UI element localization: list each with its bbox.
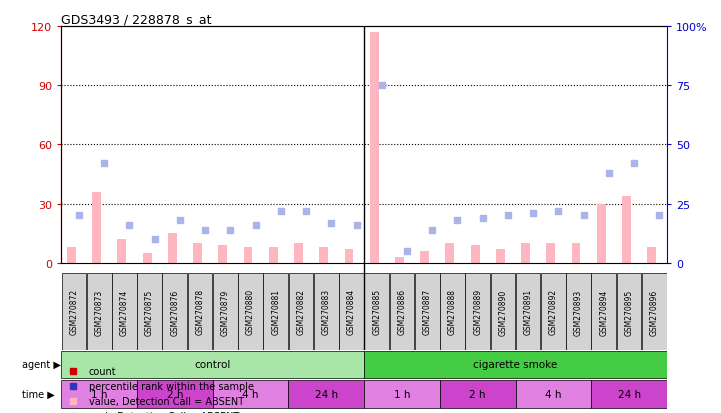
Text: 2 h: 2 h [469,389,486,399]
Text: 1 h: 1 h [91,389,107,399]
Text: GSM270882: GSM270882 [296,289,306,335]
Text: GSM270874: GSM270874 [120,289,129,335]
FancyBboxPatch shape [364,273,389,350]
FancyBboxPatch shape [516,273,541,350]
Text: GSM270896: GSM270896 [650,289,659,335]
Text: GSM270884: GSM270884 [347,289,356,335]
Text: GSM270889: GSM270889 [473,289,482,335]
FancyBboxPatch shape [440,273,465,350]
Bar [420,252,429,263]
FancyBboxPatch shape [213,380,288,408]
Bar [647,247,656,263]
Bar [218,245,227,263]
Text: 4 h: 4 h [242,389,259,399]
FancyBboxPatch shape [516,380,591,408]
Bar [67,247,76,263]
FancyBboxPatch shape [288,273,314,350]
Bar [597,204,606,263]
FancyBboxPatch shape [566,273,591,350]
Text: control: control [195,360,231,370]
Bar [547,243,555,263]
Bar [143,253,151,263]
Text: GSM270893: GSM270893 [574,289,583,335]
FancyBboxPatch shape [591,380,667,408]
Text: GSM270891: GSM270891 [523,289,533,335]
Text: agent ▶: agent ▶ [22,360,61,370]
Bar [193,243,202,263]
FancyBboxPatch shape [541,273,566,350]
FancyBboxPatch shape [364,351,667,378]
Text: 24 h: 24 h [314,389,338,399]
FancyBboxPatch shape [263,273,288,350]
FancyBboxPatch shape [87,273,112,350]
FancyBboxPatch shape [389,273,415,350]
Text: 4 h: 4 h [545,389,562,399]
FancyBboxPatch shape [137,380,213,408]
FancyBboxPatch shape [162,273,187,350]
Text: GSM270885: GSM270885 [372,289,381,335]
Bar [622,196,631,263]
Text: GSM270873: GSM270873 [94,289,104,335]
FancyBboxPatch shape [465,273,490,350]
Bar [92,192,101,263]
Text: GSM270887: GSM270887 [423,289,432,335]
FancyBboxPatch shape [314,273,339,350]
Text: cigarette smoke: cigarette smoke [474,360,557,370]
Bar [269,247,278,263]
FancyBboxPatch shape [61,380,137,408]
Bar [118,240,126,263]
FancyBboxPatch shape [187,273,213,350]
Bar [370,33,379,263]
Text: GSM270890: GSM270890 [498,289,508,335]
FancyBboxPatch shape [642,273,667,350]
FancyBboxPatch shape [415,273,440,350]
Text: rank, Detection Call = ABSENT: rank, Detection Call = ABSENT [89,411,239,413]
Text: GSM270875: GSM270875 [145,289,154,335]
FancyBboxPatch shape [591,273,616,350]
Text: 24 h: 24 h [617,389,641,399]
FancyBboxPatch shape [112,273,137,350]
Bar [572,243,580,263]
Bar [471,245,479,263]
Bar [244,247,252,263]
FancyBboxPatch shape [440,380,516,408]
Text: GSM270895: GSM270895 [624,289,634,335]
Text: GSM270886: GSM270886 [397,289,407,335]
Text: GDS3493 / 228878_s_at: GDS3493 / 228878_s_at [61,13,212,26]
Text: GSM270881: GSM270881 [271,289,280,335]
Text: GSM270878: GSM270878 [195,289,205,335]
Bar [496,249,505,263]
FancyBboxPatch shape [238,273,263,350]
Text: GSM270876: GSM270876 [170,289,180,335]
FancyBboxPatch shape [61,273,87,350]
Text: GSM270883: GSM270883 [322,289,331,335]
Text: GSM270892: GSM270892 [549,289,558,335]
Text: GSM270894: GSM270894 [599,289,609,335]
Bar [319,247,328,263]
Text: percentile rank within the sample: percentile rank within the sample [89,381,254,391]
Text: time ▶: time ▶ [22,389,55,399]
FancyBboxPatch shape [137,273,162,350]
Bar [446,243,454,263]
FancyBboxPatch shape [339,273,364,350]
FancyBboxPatch shape [490,273,516,350]
Bar [294,243,303,263]
Text: GSM270879: GSM270879 [221,289,230,335]
Bar [345,249,353,263]
FancyBboxPatch shape [213,273,238,350]
FancyBboxPatch shape [364,380,440,408]
Text: GSM270888: GSM270888 [448,289,457,335]
Bar [395,257,404,263]
Text: 2 h: 2 h [167,389,183,399]
FancyBboxPatch shape [288,380,364,408]
Bar [521,243,530,263]
Text: GSM270880: GSM270880 [246,289,255,335]
Text: 1 h: 1 h [394,389,410,399]
Text: GSM270872: GSM270872 [69,289,79,335]
Text: value, Detection Call = ABSENT: value, Detection Call = ABSENT [89,396,244,406]
FancyBboxPatch shape [616,273,642,350]
FancyBboxPatch shape [61,351,364,378]
Bar [168,234,177,263]
Text: count: count [89,366,116,376]
